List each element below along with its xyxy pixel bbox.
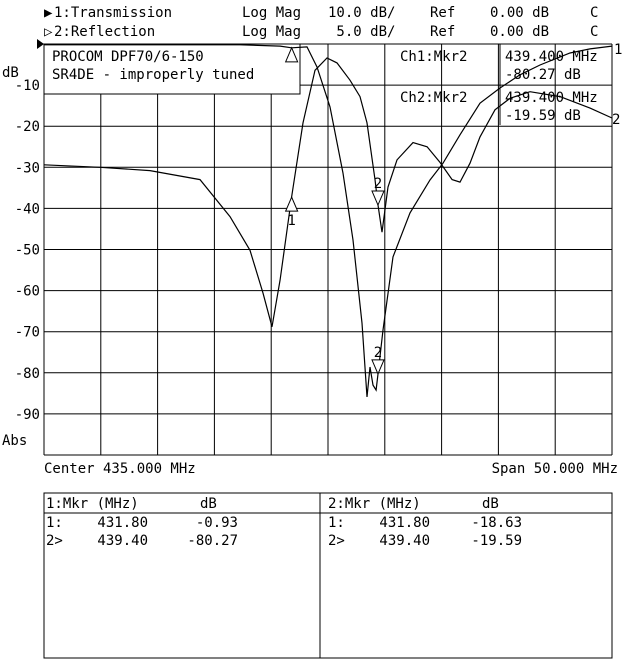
table-row-id: 1:: [46, 515, 63, 531]
table-row-db: -80.27: [187, 533, 238, 549]
ch1-ref-label: Ref: [430, 5, 455, 21]
marker-up-triangle-icon: [284, 46, 299, 63]
y-tick-label: -10: [15, 78, 40, 94]
ch1-format: Log Mag: [242, 5, 301, 21]
ch2-ref-label: Ref: [430, 24, 455, 40]
table-row-freq: 439.40: [379, 533, 430, 549]
table-header-db: dB: [482, 496, 499, 512]
y-tick-label: -80: [15, 366, 40, 382]
ch2-marker-label: Ch2:Mkr2: [400, 90, 467, 106]
ch1-marker-freq: 439.400 MHz: [505, 49, 598, 65]
title-line-2: SR4DE - improperly tuned: [52, 67, 254, 83]
transmission-trace: [44, 44, 613, 398]
y-tick-label: -70: [15, 325, 40, 341]
ch1-trace-end-label: 1: [614, 42, 622, 58]
channel-1-header: ▶ 1:Transmission Log Mag 10.0 dB/ Ref 0.…: [44, 5, 598, 21]
table-row-id: 2>: [46, 533, 63, 549]
ch1-indicator: ▶: [44, 5, 53, 21]
table-header-db: dB: [200, 496, 217, 512]
ch2-flag: C: [590, 24, 598, 40]
ch1-name: 1:Transmission: [54, 5, 172, 21]
table-row-id: 1:: [328, 515, 345, 531]
table-header-mkr: 2:Mkr (MHz): [328, 496, 421, 512]
trace-markers: 2 1 2: [284, 46, 385, 376]
y-tick-label: -30: [15, 160, 40, 176]
reference-pointer-icon: [37, 39, 44, 49]
marker-number: 1: [287, 213, 295, 229]
ch1-flag: C: [590, 5, 598, 21]
table-row-id: 2>: [328, 533, 345, 549]
y-tick-label: -20: [15, 119, 40, 135]
table-row-db: -18.63: [471, 515, 522, 531]
ch2-scale: 5.0 dB/: [328, 24, 395, 40]
mode-label: Abs: [2, 433, 27, 449]
table-row-freq: 431.80: [97, 515, 148, 531]
y-tick-labels: -10 -20 -30 -40 -50 -60 -70 -80 -90: [15, 78, 40, 423]
marker-1-ch1: [284, 46, 299, 63]
ch2-format: Log Mag: [242, 24, 301, 40]
y-tick-label: -50: [15, 243, 40, 259]
ch1-scale: 10.0 dB/: [328, 5, 395, 21]
reflection-trace: [43, 57, 613, 327]
ch2-indicator: ▷: [44, 24, 53, 40]
ch1-marker-table: 1:Mkr (MHz) dB 1: 431.80 -0.93 2> 439.40…: [46, 496, 238, 549]
ch1-marker-value: -80.27 dB: [505, 67, 581, 83]
ch2-ref: 0.00 dB: [490, 24, 549, 40]
y-unit-label: dB: [2, 65, 19, 81]
marker-2-ch2: 2: [371, 176, 385, 207]
table-header-mkr: 1:Mkr (MHz): [46, 496, 139, 512]
marker-down-triangle-icon: [371, 359, 385, 376]
center-frequency: Center 435.000 MHz: [44, 461, 196, 477]
marker-number: 2: [374, 176, 382, 192]
title-annotation: PROCOM DPF70/6-150 SR4DE - improperly tu…: [43, 43, 301, 95]
span-frequency: Span 50.000 MHz: [492, 461, 618, 477]
ch2-marker-table: 2:Mkr (MHz) dB 1: 431.80 -18.63 2> 439.4…: [328, 496, 522, 549]
ch2-marker-freq: 439.400 MHz: [505, 90, 598, 106]
marker-down-triangle-icon: [371, 190, 385, 207]
y-tick-label: -60: [15, 284, 40, 300]
marker-1-ch2: 1: [284, 195, 299, 229]
marker-2-ch1: 2: [371, 345, 385, 376]
graticule: [43, 43, 613, 456]
marker-number: 2: [374, 345, 382, 361]
y-tick-label: -90: [15, 407, 40, 423]
table-row-freq: 431.80: [379, 515, 430, 531]
table-row-db: -19.59: [471, 533, 522, 549]
marker-table: 1:Mkr (MHz) dB 1: 431.80 -0.93 2> 439.40…: [43, 492, 613, 659]
title-line-1: PROCOM DPF70/6-150: [52, 49, 204, 65]
ch1-marker-label: Ch1:Mkr2: [400, 49, 467, 65]
marker-readout: Ch1:Mkr2 439.400 MHz -80.27 dB Ch2:Mkr2 …: [400, 44, 598, 125]
ch1-ref: 0.00 dB: [490, 5, 549, 21]
table-row-db: -0.93: [196, 515, 238, 531]
ch2-trace-end-label: 2: [612, 112, 620, 128]
y-tick-label: -40: [15, 201, 40, 217]
marker-up-triangle-icon: [284, 195, 299, 212]
channel-2-header: ▷ 2:Reflection Log Mag 5.0 dB/ Ref 0.00 …: [44, 24, 598, 40]
ch2-name: 2:Reflection: [54, 24, 155, 40]
table-row-freq: 439.40: [97, 533, 148, 549]
ch2-marker-value: -19.59 dB: [505, 108, 581, 124]
